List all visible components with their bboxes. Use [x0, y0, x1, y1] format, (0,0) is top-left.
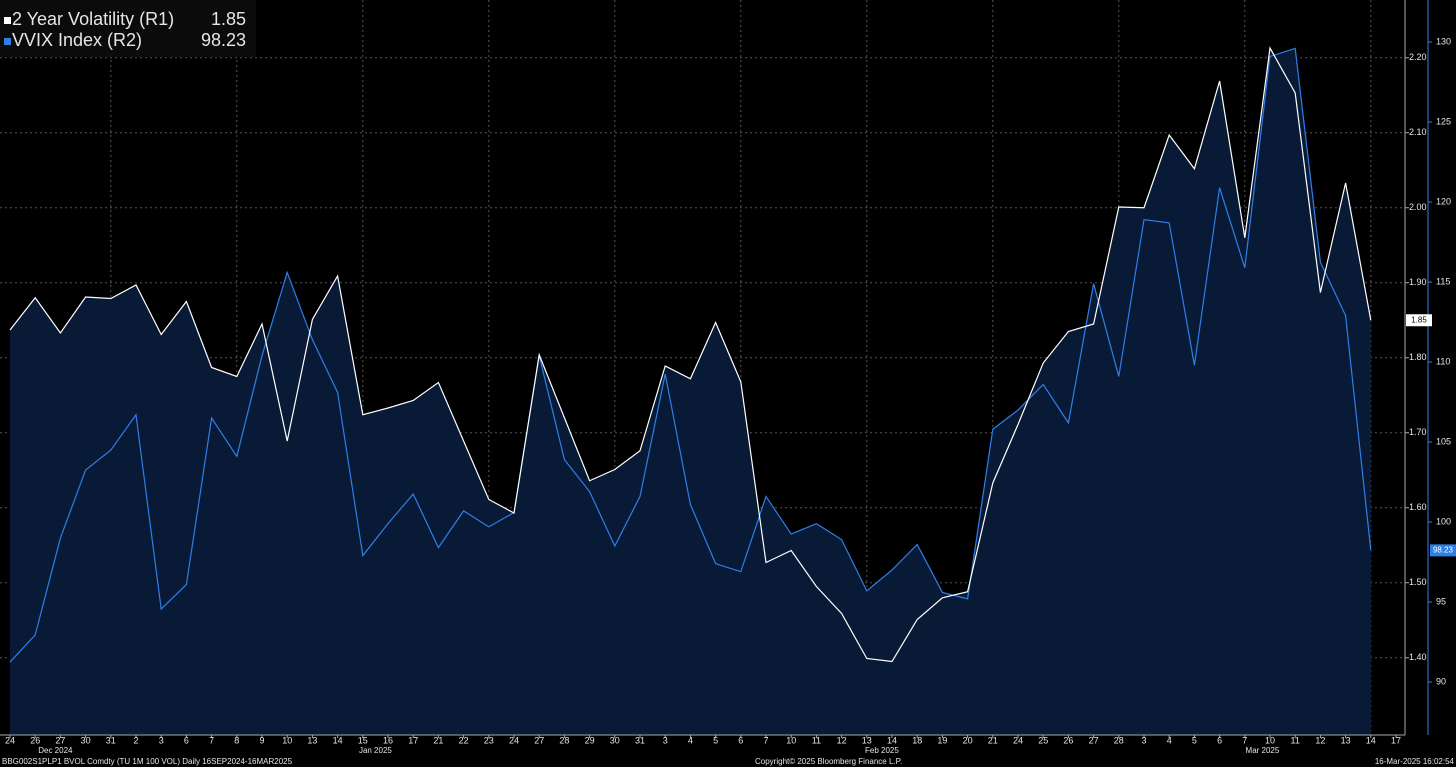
y2-tick-label: 110 [1436, 356, 1450, 366]
x-tick-label: 9 [259, 735, 264, 745]
y2-tick-label: 130 [1436, 36, 1451, 46]
x-tick-label: 7 [1242, 735, 1247, 745]
y2-tick-label: 90 [1436, 676, 1446, 686]
x-tick-label: 11 [812, 735, 821, 745]
x-tick-label: 21 [433, 735, 443, 745]
x-tick-label: 25 [1038, 735, 1048, 745]
x-tick-label: 24 [5, 735, 15, 745]
x-tick-label: 14 [887, 735, 897, 745]
legend-label: 2 Year Volatility (R1) [12, 9, 174, 29]
x-tick-label: 30 [610, 735, 620, 745]
y2-tick-label: 125 [1436, 116, 1451, 126]
x-tick-label: 14 [1366, 735, 1376, 745]
x-tick-label: 7 [209, 735, 214, 745]
x-tick-label: 6 [184, 735, 189, 745]
x-tick-label: 18 [912, 735, 922, 745]
x-tick-label: 30 [81, 735, 91, 745]
x-tick-label: 29 [585, 735, 595, 745]
x-tick-label: 5 [713, 735, 718, 745]
x-tick-label: 2 [133, 735, 138, 745]
x-tick-label: 15 [358, 735, 368, 745]
last-value-tag [1430, 544, 1456, 557]
x-tick-label: 28 [1114, 735, 1124, 745]
x-tick-label: 24 [1013, 735, 1023, 745]
x-tick-label: 19 [937, 735, 947, 745]
legend-value: 1.85 [211, 9, 246, 29]
area [10, 48, 1371, 736]
x-tick-label: 26 [30, 735, 40, 745]
y-tick-label: 2.20 [1409, 52, 1427, 62]
x-tick-label: 7 [763, 735, 768, 745]
last-value-label: 98.23 [1433, 545, 1454, 554]
x-tick-label: 13 [862, 735, 872, 745]
y2-tick-label: 120 [1436, 196, 1451, 206]
x-tick-label: 12 [837, 735, 847, 745]
x-tick-label: 11 [1291, 735, 1300, 745]
y-tick-label: 1.80 [1409, 352, 1427, 362]
x-tick-label: 4 [1167, 735, 1172, 745]
y-tick-label: 2.10 [1409, 127, 1427, 137]
last-value-label: 1.85 [1411, 315, 1427, 324]
legend-swatch [4, 38, 11, 45]
x-tick-label: 14 [333, 735, 343, 745]
x-tick-label: 3 [1141, 735, 1146, 745]
copyright: Copyright© 2025 Bloomberg Finance L.P. [755, 757, 902, 766]
timestamp: 16-Mar-2025 16:02:54 [1375, 757, 1455, 766]
x-tick-label: 22 [459, 735, 469, 745]
x-tick-label: 13 [307, 735, 317, 745]
x-tick-label: 6 [738, 735, 743, 745]
y-tick-label: 2.00 [1409, 202, 1427, 212]
line [9, 47, 1372, 663]
y2-tick-label: 95 [1436, 596, 1446, 606]
legend-label: VVIX Index (R2) [12, 30, 142, 50]
x-tick-label: 12 [1315, 735, 1325, 745]
x-tick-label: 24 [509, 735, 519, 745]
x-tick-label: 27 [55, 735, 65, 745]
month-label: Jan 2025 [359, 746, 392, 755]
y-tick-label: 1.70 [1409, 427, 1427, 437]
line [9, 46, 1372, 663]
x-tick-label: 31 [635, 735, 645, 745]
x-tick-label: 27 [534, 735, 544, 745]
x-tick-label: 10 [282, 735, 292, 745]
x-tick-label: 8 [234, 735, 239, 745]
y2-tick-label: 115 [1436, 276, 1450, 286]
x-tick-label: 4 [688, 735, 693, 745]
x-tick-label: 20 [963, 735, 973, 745]
y-tick-label: 1.90 [1409, 277, 1427, 287]
x-tick-label: 13 [1341, 735, 1351, 745]
month-label: Dec 2024 [38, 746, 73, 755]
x-tick-label: 26 [1063, 735, 1073, 745]
plot-area [0, 0, 1405, 736]
x-tick-label: 17 [408, 735, 418, 745]
legend-box [0, 0, 256, 57]
x-tick-label: 5 [1192, 735, 1197, 745]
x-tick-label: 27 [1089, 735, 1099, 745]
x-tick-label: 3 [159, 735, 164, 745]
y-tick-label: 1.40 [1409, 652, 1427, 662]
last-value-tag [1406, 314, 1432, 327]
month-label: Mar 2025 [1246, 746, 1280, 755]
x-tick-label: 10 [1265, 735, 1275, 745]
y-tick-label: 1.60 [1409, 502, 1427, 512]
month-label: Feb 2025 [865, 746, 899, 755]
x-tick-label: 17 [1391, 735, 1401, 745]
x-tick-label: 31 [106, 735, 116, 745]
x-tick-label: 6 [1217, 735, 1222, 745]
legend-swatch [4, 17, 11, 24]
x-tick-label: 21 [988, 735, 998, 745]
x-tick-label: 23 [484, 735, 494, 745]
y2-tick-label: 100 [1436, 516, 1451, 526]
y2-tick-label: 105 [1436, 436, 1451, 446]
x-tick-label: 16 [383, 735, 393, 745]
x-tick-label: 28 [559, 735, 569, 745]
x-tick-label: 10 [786, 735, 796, 745]
source: BBG002S1PLP1 BVOL Comdty (TU 1M 100 VOL)… [2, 757, 293, 766]
x-tick-label: 3 [663, 735, 668, 745]
legend-value: 98.23 [201, 30, 246, 50]
y-tick-label: 1.50 [1409, 577, 1427, 587]
